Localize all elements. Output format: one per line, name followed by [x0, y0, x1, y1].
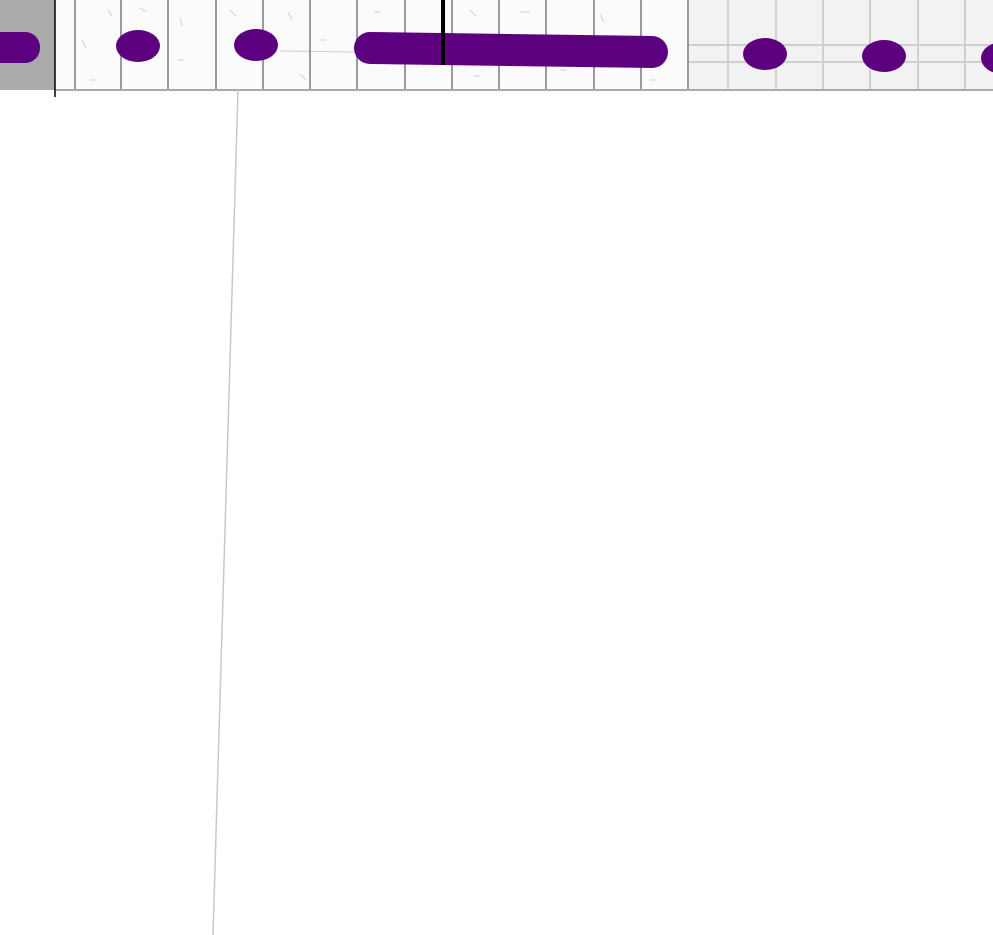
note [0, 32, 40, 63]
note-long [354, 32, 668, 68]
guide-line [212, 89, 239, 935]
note [743, 38, 787, 70]
dashes [81, 7, 656, 81]
grid-right-lines [689, 0, 993, 90]
note [116, 30, 160, 62]
note [981, 43, 993, 73]
note [234, 29, 278, 61]
note [862, 40, 906, 72]
connector [279, 50, 356, 53]
notes [0, 29, 993, 73]
